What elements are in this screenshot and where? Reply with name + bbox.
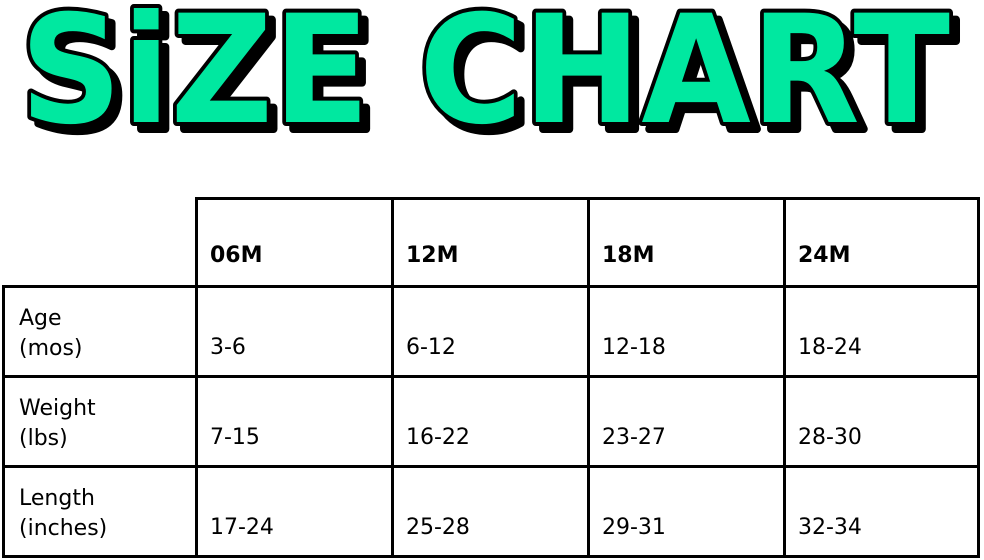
table-cell: 3-6 bbox=[198, 288, 394, 378]
row-label-cell: Length (inches) bbox=[2, 468, 198, 558]
row-label-unit: (inches) bbox=[19, 516, 108, 541]
table-cell: 25-28 bbox=[394, 468, 590, 558]
table-cell: 23-27 bbox=[590, 378, 786, 468]
column-header: 24M bbox=[798, 243, 851, 268]
cell-value: 29-31 bbox=[602, 515, 666, 540]
column-header-cell: 24M bbox=[786, 197, 980, 288]
row-label-line: Weight bbox=[19, 396, 96, 421]
cell-value: 28-30 bbox=[798, 425, 862, 450]
column-header: 06M bbox=[210, 243, 263, 268]
table-cell: 6-12 bbox=[394, 288, 590, 378]
cell-value: 6-12 bbox=[406, 335, 456, 360]
table-cell: 28-30 bbox=[786, 378, 980, 468]
row-label: Length (inches) bbox=[19, 484, 107, 544]
cell-value: 18-24 bbox=[798, 335, 862, 360]
size-table: 06M 12M 18M 24M Age (mos) 3-6 6-12 12-18 … bbox=[2, 197, 980, 558]
row-label-line: Age bbox=[19, 306, 62, 331]
row-label-unit: (lbs) bbox=[19, 426, 68, 451]
size-chart-title: SiZE CHART bbox=[16, 0, 954, 150]
column-header-cell: 18M bbox=[590, 197, 786, 288]
corner-cell bbox=[2, 197, 198, 288]
title-text: SiZE CHART bbox=[20, 0, 950, 150]
cell-value: 7-15 bbox=[210, 425, 260, 450]
cell-value: 3-6 bbox=[210, 335, 246, 360]
table-cell: 32-34 bbox=[786, 468, 980, 558]
row-label-line: Length bbox=[19, 486, 95, 511]
cell-value: 25-28 bbox=[406, 515, 470, 540]
row-label-cell: Age (mos) bbox=[2, 288, 198, 378]
cell-value: 16-22 bbox=[406, 425, 470, 450]
column-header-cell: 06M bbox=[198, 197, 394, 288]
cell-value: 17-24 bbox=[210, 515, 274, 540]
row-label: Age (mos) bbox=[19, 304, 83, 364]
cell-value: 32-34 bbox=[798, 515, 862, 540]
table-cell: 17-24 bbox=[198, 468, 394, 558]
column-header: 12M bbox=[406, 243, 459, 268]
table-cell: 16-22 bbox=[394, 378, 590, 468]
row-label: Weight (lbs) bbox=[19, 394, 96, 454]
table-cell: 7-15 bbox=[198, 378, 394, 468]
cell-value: 12-18 bbox=[602, 335, 666, 360]
table-cell: 12-18 bbox=[590, 288, 786, 378]
column-header-cell: 12M bbox=[394, 197, 590, 288]
table-cell: 18-24 bbox=[786, 288, 980, 378]
row-label-unit: (mos) bbox=[19, 336, 83, 361]
column-header: 18M bbox=[602, 243, 655, 268]
cell-value: 23-27 bbox=[602, 425, 666, 450]
table-cell: 29-31 bbox=[590, 468, 786, 558]
row-label-cell: Weight (lbs) bbox=[2, 378, 198, 468]
